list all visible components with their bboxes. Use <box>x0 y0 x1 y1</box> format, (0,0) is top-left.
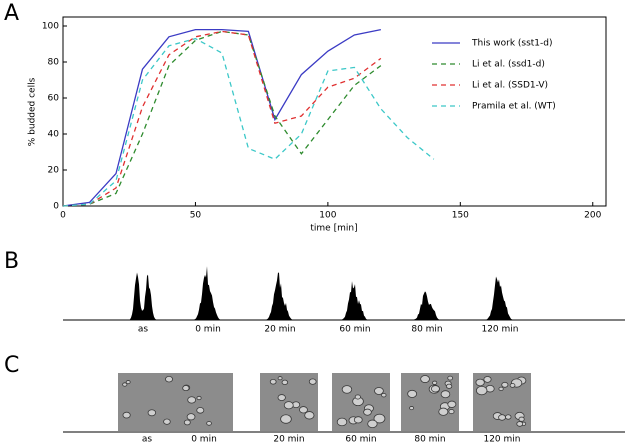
cell <box>206 421 212 426</box>
x-tick-label: 50 <box>190 211 202 221</box>
cell <box>163 418 171 425</box>
condition-label: 20 min <box>273 435 304 445</box>
cell <box>354 394 361 400</box>
cell <box>196 407 205 414</box>
cell <box>304 411 315 420</box>
cell <box>125 380 131 385</box>
legend-label: Li et al. (ssd1-d) <box>472 60 545 70</box>
cell <box>308 378 317 385</box>
cell <box>196 395 202 401</box>
cell <box>353 416 363 424</box>
cell <box>518 416 525 422</box>
cell <box>448 409 455 415</box>
cell <box>438 407 449 416</box>
cell <box>182 385 190 392</box>
condition-label: 0 min <box>191 435 217 445</box>
cell <box>498 386 504 392</box>
legend-label: Li et al. (SSD1-V) <box>472 81 548 91</box>
histogram <box>339 281 371 320</box>
cell <box>447 400 457 408</box>
cell <box>476 385 488 396</box>
cell <box>504 414 512 420</box>
cell <box>374 387 384 395</box>
cell <box>283 401 294 410</box>
condition-label: 60 min <box>345 435 376 445</box>
cell <box>440 390 451 399</box>
cell <box>516 421 524 427</box>
cell <box>420 375 430 383</box>
x-tick-label: 150 <box>452 211 469 221</box>
cell <box>269 378 277 385</box>
series-line <box>62 28 381 207</box>
cell <box>183 419 191 426</box>
cell <box>187 396 197 404</box>
panel-label: A <box>4 1 19 26</box>
condition-label: 80 min <box>411 325 442 335</box>
cell <box>483 376 492 383</box>
cell <box>373 413 386 424</box>
condition-label: 0 min <box>195 325 221 335</box>
x-tick-label: 100 <box>319 211 336 221</box>
cell <box>367 419 378 429</box>
cell <box>447 375 454 381</box>
y-tick-label: 0 <box>53 202 59 212</box>
panel-label: B <box>4 249 19 274</box>
y-tick-label: 60 <box>48 94 60 104</box>
cell <box>381 392 387 398</box>
legend-label: Pramila et al. (WT) <box>472 102 556 112</box>
cell <box>165 375 173 383</box>
y-tick-label: 80 <box>48 58 60 68</box>
x-tick-label: 0 <box>60 211 66 221</box>
y-tick-label: 40 <box>48 130 60 140</box>
cell <box>277 376 283 381</box>
cell <box>280 414 292 424</box>
cell <box>409 406 415 411</box>
cell <box>407 389 418 398</box>
x-axis-label: time [min] <box>310 224 357 234</box>
series-line <box>62 37 435 207</box>
condition-label: as <box>138 325 149 335</box>
condition-label: 20 min <box>264 325 295 335</box>
legend-label: This work (sst1-d) <box>471 39 553 49</box>
plot-frame <box>62 16 607 207</box>
histogram <box>411 291 443 320</box>
cell <box>277 394 286 401</box>
cell <box>122 411 131 419</box>
y-axis-label: % budded cells <box>28 77 38 146</box>
cell <box>432 380 438 385</box>
cell <box>336 417 348 427</box>
y-tick-label: 20 <box>48 166 60 176</box>
series-line <box>62 30 382 207</box>
condition-label: 120 min <box>483 435 520 445</box>
cell <box>501 381 509 388</box>
condition-label: 60 min <box>339 325 370 335</box>
condition-label: 120 min <box>481 325 518 335</box>
cell <box>122 382 128 387</box>
cell <box>147 409 157 417</box>
y-tick-label: 100 <box>42 22 59 32</box>
micrograph <box>175 373 233 431</box>
series-line <box>62 30 382 207</box>
panel-label: C <box>4 353 19 378</box>
condition-label: 80 min <box>414 435 445 445</box>
cell <box>509 383 516 388</box>
histogram <box>127 272 159 320</box>
histogram <box>192 266 224 320</box>
cell <box>281 379 289 386</box>
cell <box>363 408 372 416</box>
cell <box>341 385 353 394</box>
cell <box>431 385 440 393</box>
cell <box>498 414 506 421</box>
cell <box>186 413 196 421</box>
histogram <box>264 272 296 320</box>
cell <box>299 406 308 414</box>
histogram <box>484 276 516 320</box>
cell <box>445 383 453 389</box>
x-tick-label: 200 <box>584 211 601 221</box>
condition-label: as <box>142 435 153 445</box>
cell <box>475 378 485 387</box>
